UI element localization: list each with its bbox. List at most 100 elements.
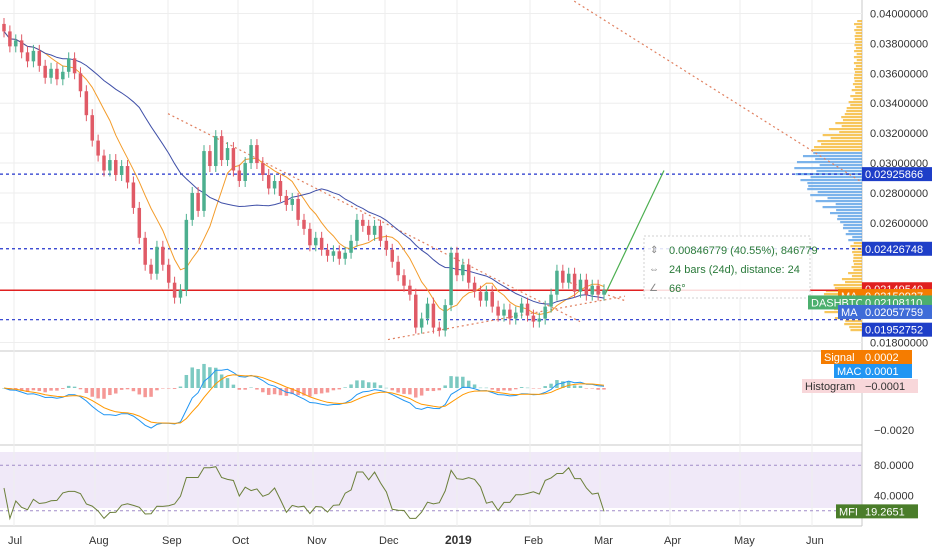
candle-body — [125, 166, 130, 183]
price-tick-label-0: 0.01800000 — [870, 338, 928, 350]
volume-profile-bar — [836, 209, 862, 212]
candle-body — [166, 264, 171, 283]
macd-histogram-bar — [43, 388, 47, 393]
volume-profile-bar — [808, 185, 862, 188]
macd-histogram-bar — [302, 388, 306, 396]
volume-profile-bar — [811, 149, 862, 152]
trend-lines[interactable] — [167, 0, 861, 341]
candle-body — [249, 145, 253, 164]
macd-value-badge: 0.0001 — [862, 364, 912, 378]
candle-body — [366, 225, 371, 235]
measure-tool[interactable]: ⇕ 0.00846779 (40.55%), 846779 ⇔ 24 bars … — [643, 235, 818, 299]
ma-slow-badge-bg — [862, 304, 932, 319]
volume-profile-bar — [850, 329, 862, 332]
candle-body — [472, 282, 477, 292]
macd-histogram-bar — [496, 388, 500, 392]
price-tick-label-6: 0.03600000 — [870, 68, 928, 80]
volume-profile-bar — [821, 143, 862, 146]
signal-name-badge-bg — [821, 350, 862, 364]
candle-body — [566, 273, 571, 283]
macd-histogram-bar — [49, 388, 53, 391]
candle-body — [314, 237, 318, 246]
ma-slow-name-badge-bg — [838, 304, 862, 319]
candle-body — [237, 170, 242, 181]
volume-profile-bar — [845, 233, 862, 236]
volume-profile-bar — [807, 188, 862, 191]
macd-histogram-bar — [31, 388, 36, 391]
measure-angle: 66° — [669, 283, 686, 295]
moving-averages — [3, 31, 605, 316]
macd-histogram-bar — [502, 388, 506, 391]
volume-profile-bar — [817, 191, 862, 194]
candle-body — [343, 252, 347, 259]
candle-body — [255, 145, 259, 164]
macd-histogram-bar — [143, 388, 147, 398]
measure-angle-icon: ∠ — [649, 283, 658, 294]
mfi-tick-label-0: 80.0000 — [874, 460, 914, 472]
volume-profile-bar — [830, 137, 862, 140]
macd-histogram-bar — [455, 376, 459, 388]
volume-profile-bar — [828, 128, 862, 131]
candlestick-series — [2, 17, 606, 337]
level-badge-0-text: 0.02925866 — [865, 169, 923, 181]
macd-histogram-bar — [266, 388, 271, 395]
volume-profile-bar — [855, 41, 862, 44]
ma-slow-badge-text: 0.02057759 — [865, 307, 923, 319]
ma-slow-name-badge: MA — [838, 304, 862, 319]
macd-histogram-bar — [125, 388, 130, 390]
time-label-9: Apr — [664, 535, 681, 547]
candle-body — [390, 249, 394, 262]
volume-profile-bar — [854, 35, 862, 38]
candle-body — [8, 31, 12, 47]
price-tick-label-4: 0.03200000 — [870, 128, 928, 140]
candle-body — [555, 270, 559, 295]
volume-profile-bar — [827, 197, 862, 200]
histogram-name-badge-text: Histogram — [805, 381, 855, 393]
macd-histogram-bar — [78, 388, 83, 390]
time-label-0: Jul — [8, 535, 22, 547]
time-label-8: Mar — [594, 535, 613, 547]
mfi-panel — [0, 464, 862, 521]
macd-histogram-bar — [372, 382, 377, 388]
trend-line-ascending — [387, 295, 626, 341]
measure-bars-icon: ⇔ — [649, 264, 659, 275]
candle-body — [296, 198, 300, 220]
candle-body — [78, 73, 83, 92]
candle-body — [202, 151, 206, 211]
macd-histogram-bar — [231, 384, 236, 388]
macd-histogram-bar — [543, 386, 547, 388]
signal-name-badge-text: Signal — [824, 352, 855, 364]
volume-profile-bar — [794, 167, 862, 170]
macd-histogram-bar — [255, 388, 259, 390]
level-badge-1-text: 0.02426748 — [865, 244, 923, 256]
volume-profile-bar — [854, 74, 862, 77]
macd-histogram-bar — [314, 388, 318, 395]
macd-histogram-bar — [243, 388, 247, 390]
volume-profile-bar — [833, 284, 862, 287]
macd-histogram-bar — [402, 388, 406, 394]
time-label-6: 2019 — [445, 533, 472, 547]
ma-fast-line — [3, 31, 605, 316]
candle-body — [455, 252, 459, 276]
volume-profile-bar — [815, 200, 862, 203]
macd-histogram-bar — [431, 388, 436, 392]
candle-body — [37, 50, 42, 66]
volume-profile-bar — [854, 68, 862, 71]
volume-profile-bar — [815, 158, 862, 161]
volume-profile-bar — [837, 215, 862, 218]
macd-histogram-bar — [384, 387, 389, 389]
candle-body — [84, 91, 89, 116]
macd-histogram-bar — [202, 363, 206, 388]
candle-body — [61, 71, 65, 80]
measure-bars: 24 bars (24d), distance: 24 — [669, 264, 800, 276]
signal-value-badge-text: 0.0002 — [865, 352, 899, 364]
macd-histogram-bar — [366, 382, 371, 388]
candle-body — [278, 180, 283, 196]
candle-body — [349, 240, 353, 253]
signal-name-badge: Signal — [821, 350, 862, 364]
volume-profile-bar — [822, 134, 862, 137]
candle-body — [484, 291, 489, 301]
macd-histogram-bar — [184, 374, 189, 388]
candle-body — [31, 50, 36, 62]
